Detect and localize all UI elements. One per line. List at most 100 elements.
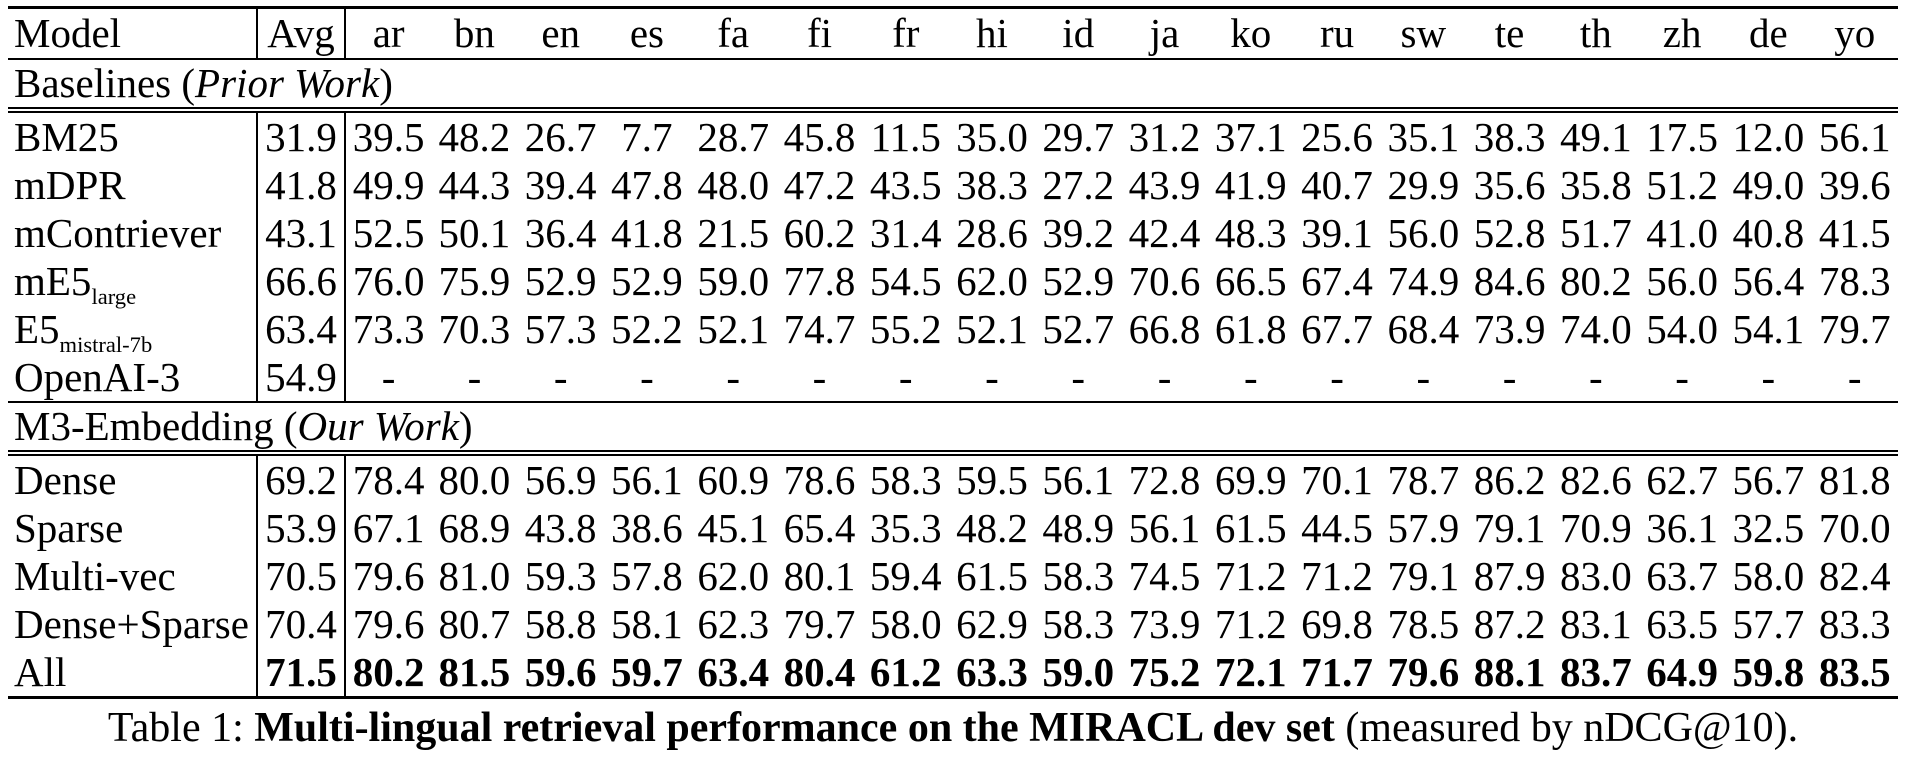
- score-th: 70.9: [1559, 504, 1632, 551]
- score-yo: 56.1: [1818, 113, 1891, 160]
- score-fa: 48.0: [697, 161, 770, 208]
- score-fr: -: [898, 353, 913, 400]
- column-header-ja: ja: [1121, 7, 1208, 60]
- score-ru: 71.2: [1301, 552, 1373, 599]
- score-ko: 66.5: [1214, 257, 1287, 304]
- score-bn: 68.9: [438, 504, 511, 551]
- score-fr: 58.0: [869, 600, 942, 647]
- model-name: All: [8, 648, 258, 698]
- score-de: 56.4: [1732, 257, 1805, 304]
- section-row: Baselines (Prior Work): [8, 58, 1898, 113]
- score-yo: 78.3: [1818, 257, 1891, 304]
- score-hi: 61.5: [956, 552, 1028, 599]
- score-en: 56.9: [524, 456, 597, 503]
- score-fi: 74.7: [783, 305, 856, 352]
- score-fi: 80.4: [783, 648, 856, 695]
- model-name-subscript: mistral-7b: [59, 331, 153, 357]
- score-fa: 21.5: [697, 209, 770, 256]
- avg-score: 41.8: [257, 161, 346, 209]
- section-title: Baselines (Prior Work): [8, 58, 1898, 113]
- score-hi: 52.1: [956, 305, 1028, 352]
- score-ar: 78.4: [352, 456, 425, 503]
- score-ar: 79.6: [352, 552, 425, 599]
- score-fi: 77.8: [783, 257, 856, 304]
- score-bn: 80.7: [438, 600, 511, 647]
- score-yo: 81.8: [1818, 456, 1891, 503]
- results-table: Model Avg ar bn en es fa fi fr hi id ja ko ru sw te th zh…: [8, 6, 1898, 699]
- score-en: 39.4: [524, 161, 597, 208]
- score-zh: 54.0: [1646, 305, 1718, 352]
- score-ja: 31.2: [1128, 113, 1201, 160]
- score-es: 56.1: [611, 456, 683, 503]
- score-es: 41.8: [611, 209, 683, 256]
- score-te: 35.6: [1473, 161, 1546, 208]
- score-ru: 39.1: [1301, 209, 1373, 256]
- score-de: -: [1761, 353, 1776, 400]
- score-ru: 40.7: [1301, 161, 1373, 208]
- model-name: mContriever: [8, 209, 258, 257]
- column-header-ru: ru: [1293, 7, 1381, 60]
- score-zh: 56.0: [1646, 257, 1718, 304]
- caption-title: Multi-lingual retrieval performance on t…: [254, 705, 1335, 751]
- score-ru: 71.7: [1301, 648, 1373, 695]
- model-name-subscript: large: [91, 283, 137, 309]
- score-te: -: [1502, 353, 1517, 400]
- score-id: 56.1: [1042, 456, 1115, 503]
- caption-note: (measured by nDCG@10).: [1334, 705, 1799, 751]
- score-fr: 11.5: [870, 113, 941, 160]
- score-id: 58.3: [1042, 600, 1115, 647]
- score-zh: 41.0: [1646, 209, 1718, 256]
- column-header-bn: bn: [431, 7, 518, 60]
- score-hi: 59.5: [956, 456, 1028, 503]
- score-sw: 35.1: [1387, 113, 1460, 160]
- score-bn: 81.5: [438, 648, 511, 695]
- score-en: -: [553, 353, 568, 400]
- score-fa: 60.9: [697, 456, 770, 503]
- score-es: 7.7: [621, 113, 673, 160]
- column-header-th: th: [1552, 7, 1639, 60]
- column-header-de: de: [1725, 7, 1812, 60]
- table-caption: Table 1: Multi-lingual retrieval perform…: [0, 703, 1906, 753]
- score-fi: 65.4: [783, 504, 856, 551]
- table-row: Sparse 53.9 67.1 68.9 43.8 38.6 45.1 65.4 35.3 48…: [8, 504, 1898, 552]
- header-row: Model Avg ar bn en es fa fi fr hi id ja ko ru sw te th zh…: [8, 7, 1898, 60]
- score-id: -: [1071, 353, 1086, 400]
- score-en: 59.6: [524, 648, 597, 695]
- score-es: 52.2: [611, 305, 683, 352]
- score-fa: 45.1: [697, 504, 770, 551]
- score-zh: 62.7: [1646, 456, 1718, 503]
- score-fi: 45.8: [783, 113, 856, 160]
- column-header-ar: ar: [345, 7, 432, 60]
- score-fi: -: [812, 353, 827, 400]
- score-ar: 80.2: [352, 648, 425, 695]
- avg-score: 43.1: [257, 209, 346, 257]
- score-sw: -: [1416, 353, 1431, 400]
- score-de: 40.8: [1732, 209, 1805, 256]
- score-ar: 67.1: [352, 504, 425, 551]
- score-yo: 41.5: [1818, 209, 1891, 256]
- column-header-avg: Avg: [257, 7, 346, 60]
- score-ja: 66.8: [1128, 305, 1201, 352]
- score-fa: 28.7: [697, 113, 770, 160]
- avg-score: 71.5: [257, 648, 346, 698]
- score-sw: 78.7: [1387, 456, 1460, 503]
- score-ja: 43.9: [1128, 161, 1201, 208]
- score-sw: 68.4: [1387, 305, 1460, 352]
- score-ko: 61.5: [1214, 504, 1287, 551]
- score-fi: 79.7: [783, 600, 856, 647]
- model-name: mE5large: [8, 257, 258, 307]
- score-fi: 80.1: [783, 552, 856, 599]
- score-id: 58.3: [1042, 552, 1115, 599]
- score-yo: 70.0: [1818, 504, 1891, 551]
- score-te: 73.9: [1473, 305, 1546, 352]
- score-zh: 63.7: [1646, 552, 1718, 599]
- score-fr: 43.5: [869, 161, 942, 208]
- score-ar: 39.5: [352, 113, 425, 160]
- score-ko: 71.2: [1214, 552, 1287, 599]
- score-yo: -: [1847, 353, 1862, 400]
- score-fa: 63.4: [697, 648, 770, 695]
- column-header-model: Model: [8, 7, 258, 60]
- model-name: Sparse: [8, 504, 258, 552]
- score-th: 82.6: [1559, 456, 1632, 503]
- score-ru: 44.5: [1301, 504, 1373, 551]
